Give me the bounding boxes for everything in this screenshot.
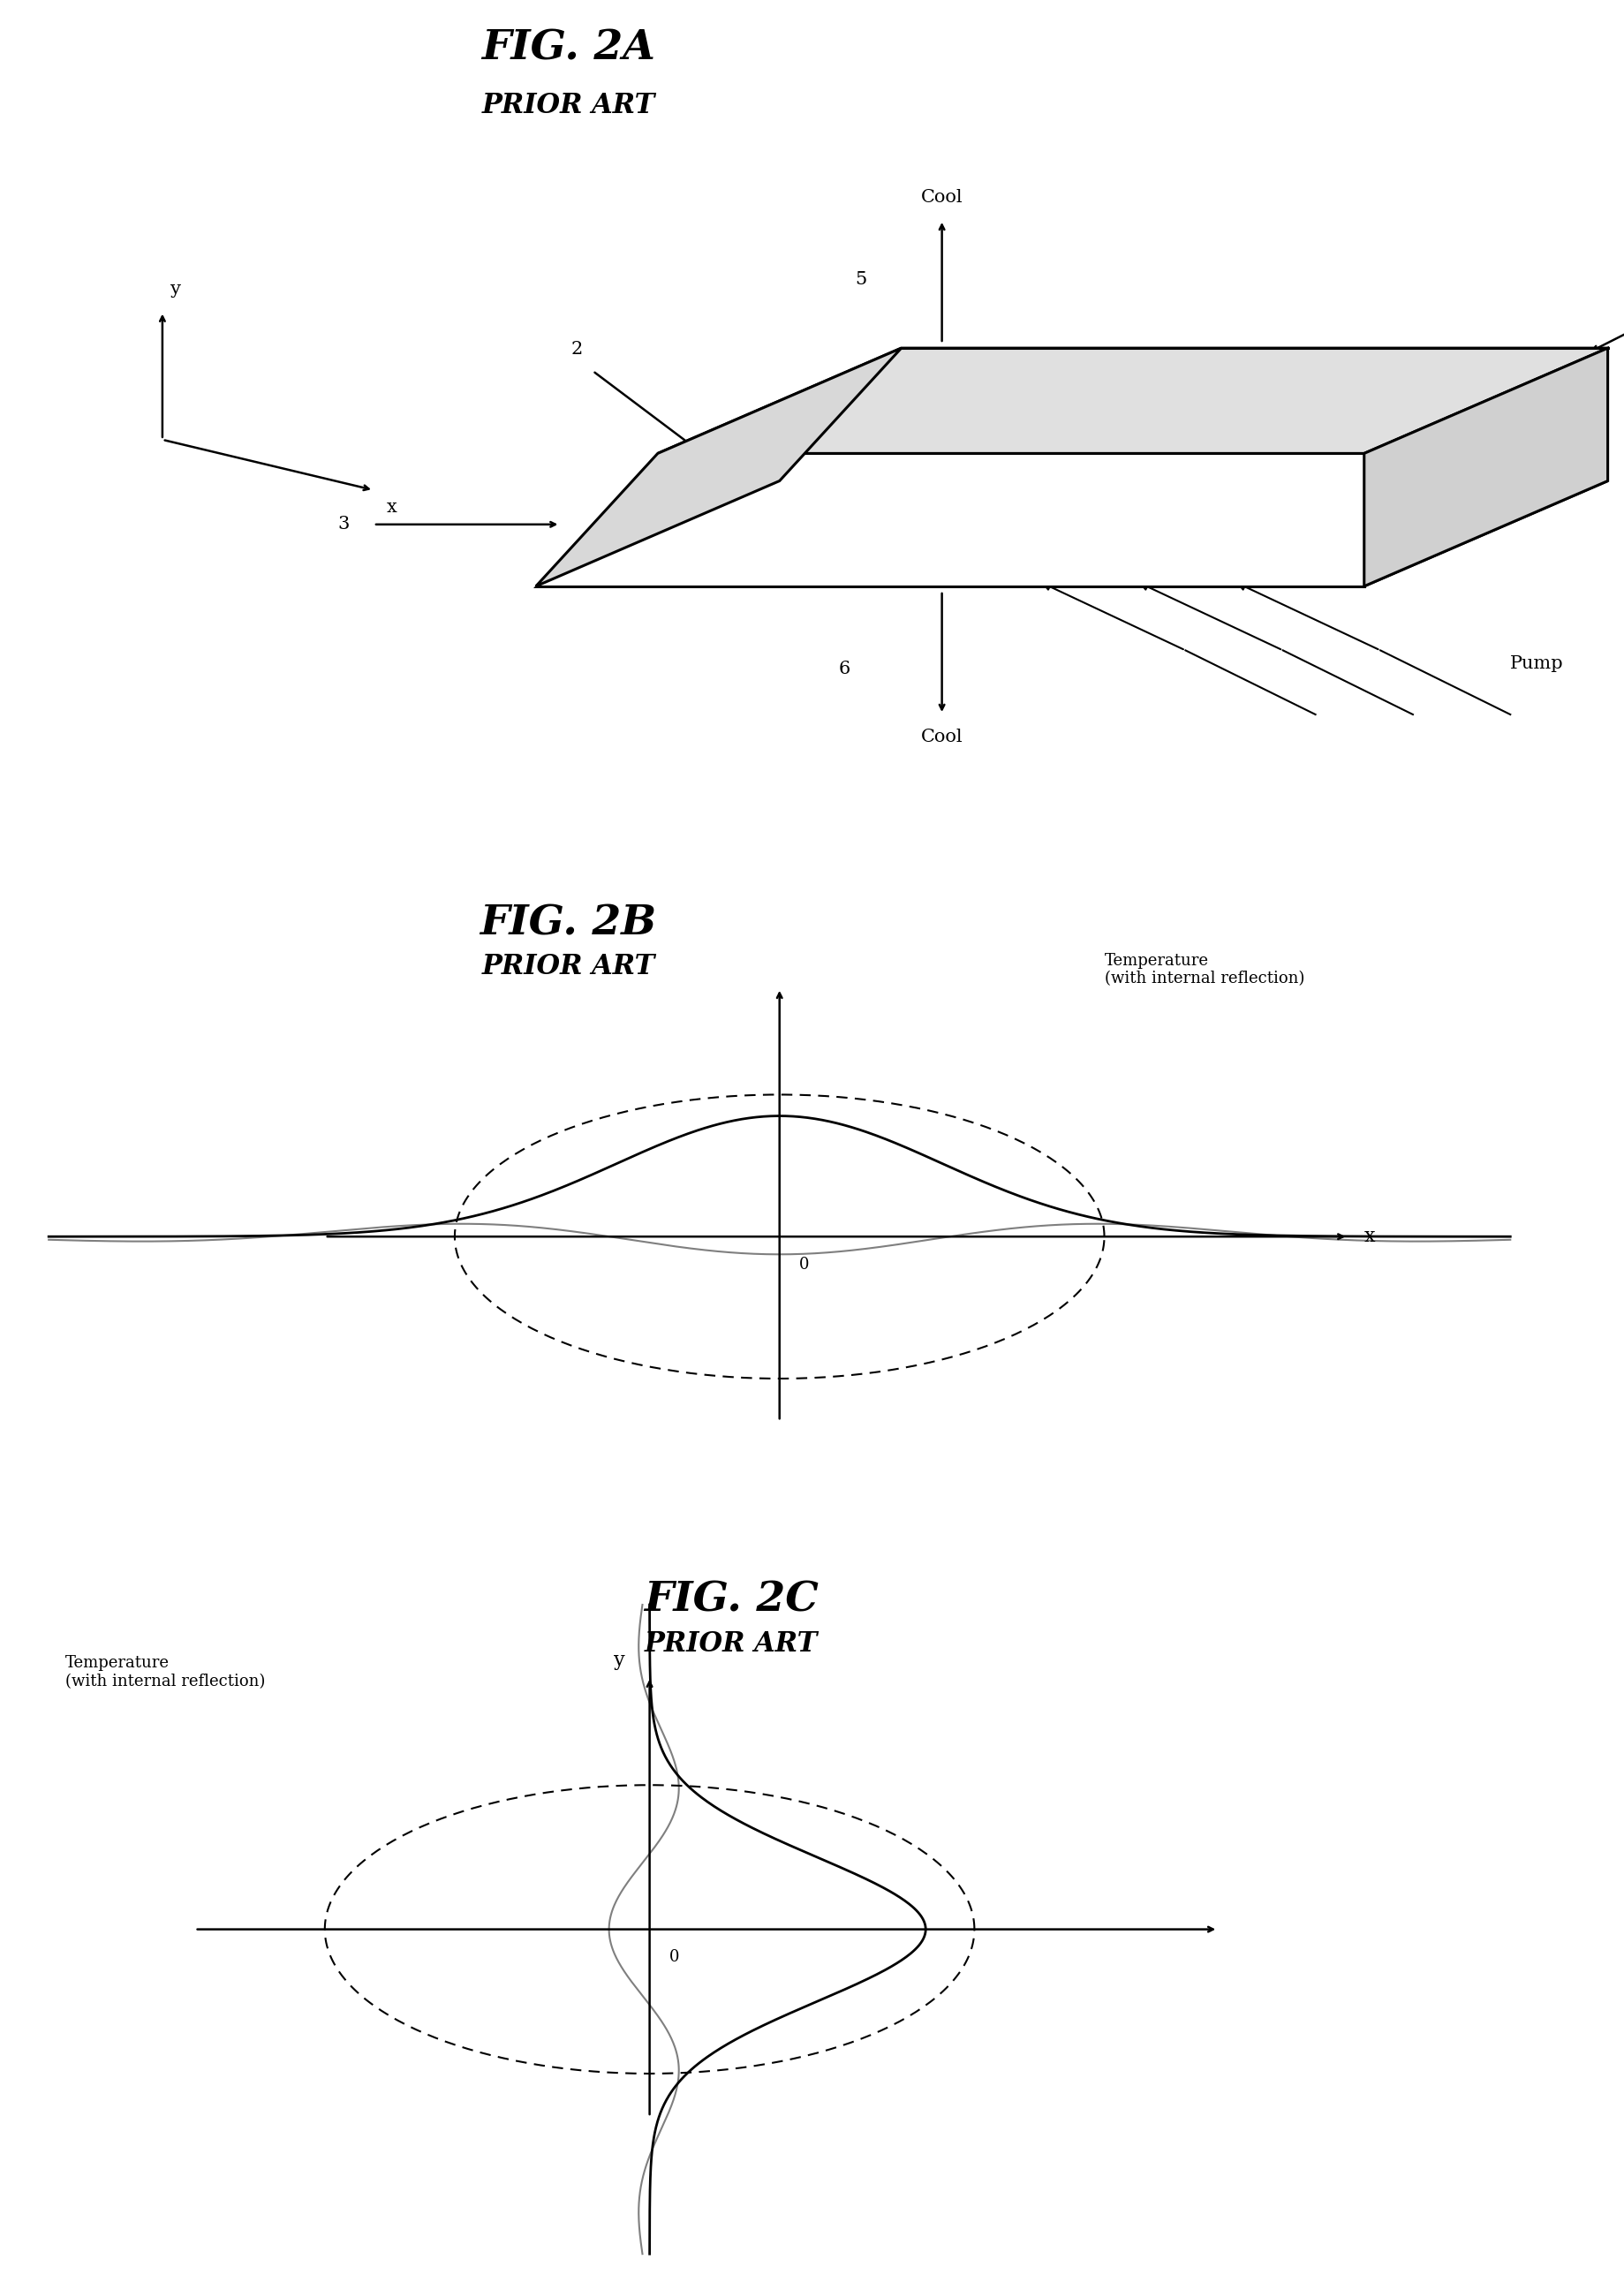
Polygon shape	[536, 348, 901, 586]
Text: x: x	[387, 499, 396, 515]
Text: Cool: Cool	[921, 190, 963, 206]
Text: Cool: Cool	[921, 728, 963, 744]
Text: FIG. 2B: FIG. 2B	[481, 902, 656, 943]
Text: 6: 6	[838, 660, 851, 678]
Text: PRIOR ART: PRIOR ART	[482, 953, 654, 980]
Text: FIG. 2C: FIG. 2C	[643, 1580, 818, 1619]
Text: Pump: Pump	[1510, 655, 1564, 673]
Text: y: y	[614, 1651, 625, 1669]
Text: 0: 0	[799, 1257, 809, 1273]
Polygon shape	[536, 481, 1608, 586]
Text: 5: 5	[854, 270, 867, 289]
Polygon shape	[536, 453, 1364, 586]
Text: FIG. 2A: FIG. 2A	[481, 27, 656, 69]
Text: 3: 3	[338, 515, 349, 534]
Polygon shape	[1364, 348, 1608, 586]
Text: y: y	[171, 282, 182, 298]
Polygon shape	[658, 348, 1608, 453]
Text: PRIOR ART: PRIOR ART	[645, 1630, 817, 1658]
Text: Temperature
(with internal reflection): Temperature (with internal reflection)	[1104, 953, 1304, 987]
Text: Temperature
(with internal reflection): Temperature (with internal reflection)	[65, 1656, 265, 1690]
Text: PRIOR ART: PRIOR ART	[482, 92, 654, 119]
Text: 2: 2	[570, 341, 583, 357]
Text: 0: 0	[669, 1949, 679, 1965]
Text: 1: 1	[1437, 531, 1449, 550]
Text: x: x	[1364, 1227, 1376, 1246]
